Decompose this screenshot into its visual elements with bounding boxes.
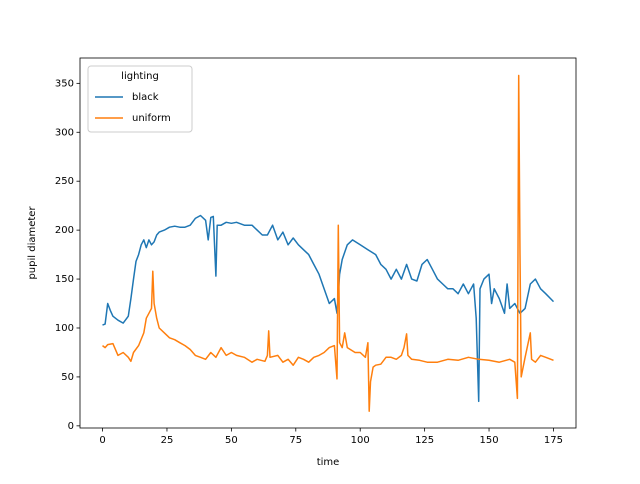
x-tick-label: 125 [415, 435, 434, 446]
y-tick-label: 350 [55, 78, 74, 89]
y-tick-label: 200 [55, 225, 74, 236]
x-tick-label: 0 [99, 435, 105, 446]
y-tick-label: 150 [55, 274, 74, 285]
x-tick-label: 150 [479, 435, 498, 446]
x-tick-label: 100 [351, 435, 370, 446]
plot-frame [79, 57, 577, 429]
x-tick-label: 50 [225, 435, 238, 446]
legend-box [87, 65, 193, 133]
legend-label: black [132, 92, 159, 103]
y-tick-label: 0 [68, 421, 74, 432]
y-tick-label: 250 [55, 176, 74, 187]
line-series [102, 214, 555, 403]
x-tick-label: 175 [544, 435, 563, 446]
x-axis-label: time [317, 457, 340, 468]
y-axis-label: pupil diameter [27, 206, 38, 280]
y-tick-label: 100 [55, 323, 74, 334]
line-series [102, 74, 554, 412]
legend-title: lighting [121, 71, 159, 82]
x-tick-label: 25 [161, 435, 174, 446]
legend-label: uniform [132, 113, 171, 124]
y-tick-label: 300 [55, 127, 74, 138]
x-tick-label: 75 [289, 435, 302, 446]
y-tick-label: 50 [61, 372, 74, 383]
